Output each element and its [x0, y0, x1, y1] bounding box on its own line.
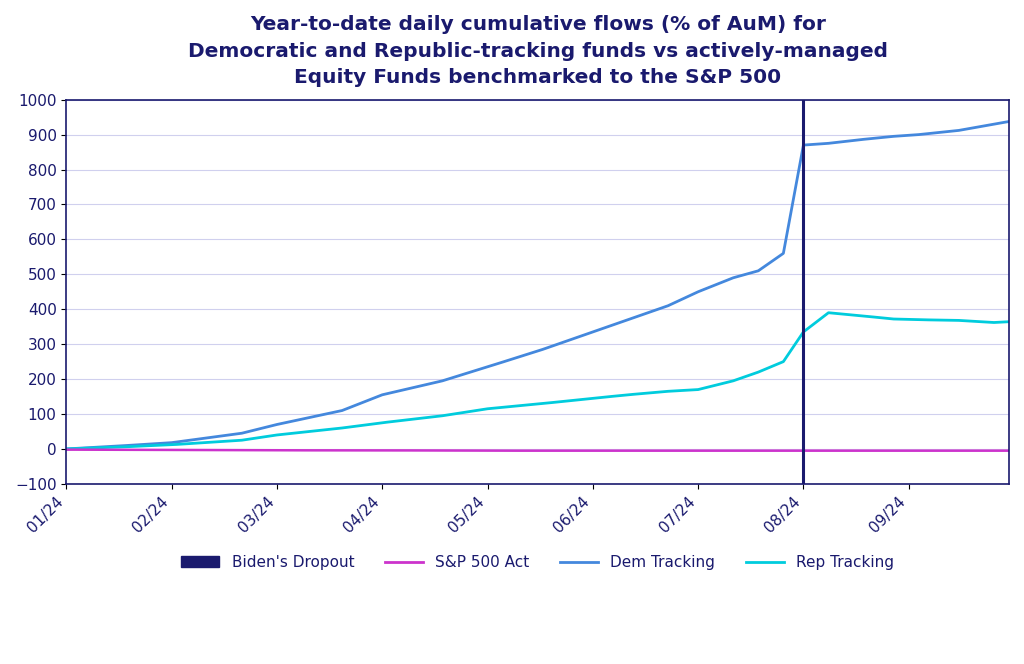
Dem Tracking	[416, 382, 428, 390]
S&P 500 Act	[246, 446, 258, 454]
S&P 500 Act	[807, 447, 819, 455]
Biden's Dropout	[798, 445, 810, 453]
Rep Tracking	[60, 445, 73, 453]
Rep Tracking	[416, 414, 428, 422]
S&P 500 Act	[687, 447, 699, 455]
Dem Tracking	[246, 427, 258, 435]
Dem Tracking	[682, 292, 694, 300]
Rep Tracking	[246, 435, 258, 443]
Rep Tracking	[802, 324, 814, 332]
S&P 500 Act	[772, 447, 784, 455]
Rep Tracking	[822, 309, 835, 317]
S&P 500 Act	[211, 446, 223, 454]
Dem Tracking	[1002, 118, 1015, 125]
S&P 500 Act	[60, 446, 73, 454]
Rep Tracking	[767, 362, 779, 370]
S&P 500 Act	[416, 446, 428, 454]
Biden's Dropout	[798, 445, 810, 453]
Rep Tracking	[1002, 318, 1015, 326]
Rep Tracking	[682, 386, 694, 394]
Dem Tracking	[802, 141, 814, 149]
S&P 500 Act	[481, 447, 494, 455]
Line: S&P 500 Act: S&P 500 Act	[67, 450, 1009, 451]
Dem Tracking	[767, 256, 779, 264]
Line: Rep Tracking: Rep Tracking	[67, 313, 1009, 449]
Line: Dem Tracking: Dem Tracking	[67, 122, 1009, 449]
S&P 500 Act	[1002, 447, 1015, 455]
Rep Tracking	[211, 438, 223, 446]
Legend: Biden's Dropout, S&P 500 Act, Dem Tracking, Rep Tracking: Biden's Dropout, S&P 500 Act, Dem Tracki…	[175, 549, 900, 576]
Dem Tracking	[211, 433, 223, 441]
Dem Tracking	[60, 445, 73, 453]
Title: Year-to-date daily cumulative flows (% of AuM) for
Democratic and Republic-track: Year-to-date daily cumulative flows (% o…	[187, 15, 888, 87]
